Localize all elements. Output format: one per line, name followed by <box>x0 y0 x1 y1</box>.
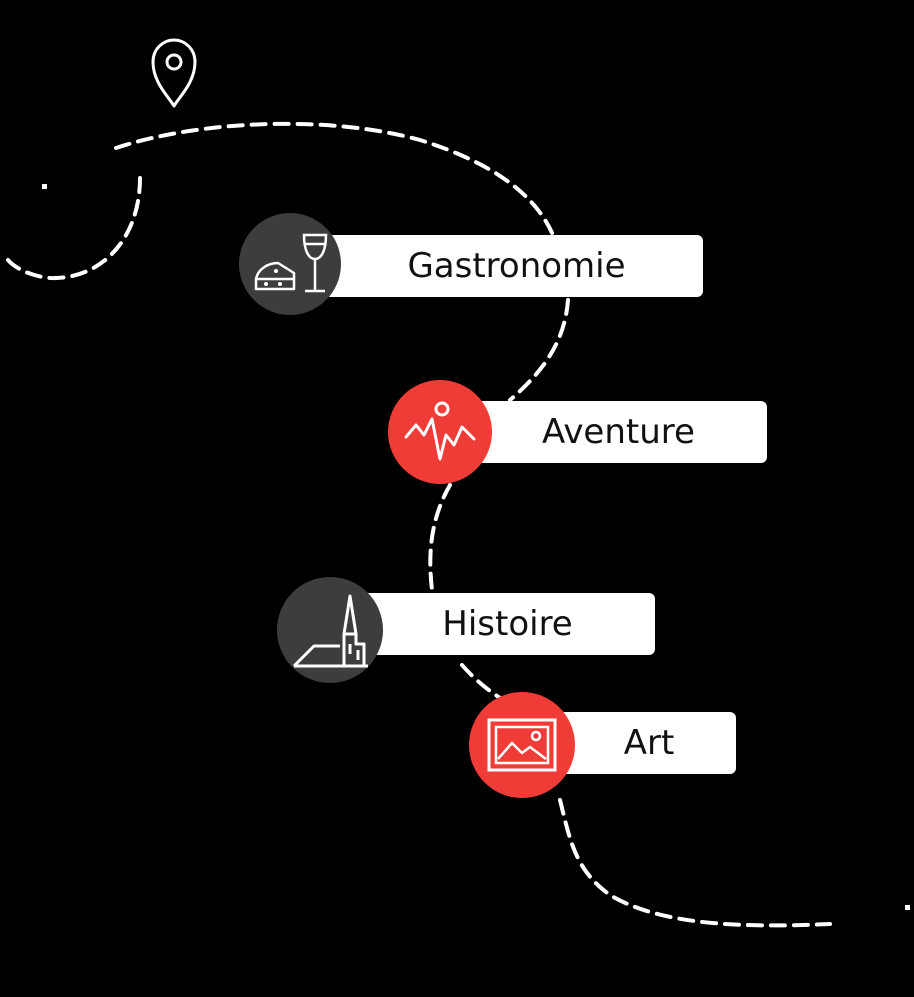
cheese-wine-icon <box>254 233 328 293</box>
category-label-text: Art <box>623 723 675 763</box>
category-button-aventure[interactable] <box>388 380 492 484</box>
dashed-route-path <box>114 121 557 242</box>
category-label-text: Histoire <box>442 604 573 644</box>
category-button-art[interactable] <box>469 692 575 798</box>
category-label-aventure[interactable]: Aventure <box>440 401 767 463</box>
dashed-route-path <box>6 176 142 281</box>
path-dot <box>905 905 910 910</box>
map-pin-icon <box>151 38 197 108</box>
category-label-text: Aventure <box>542 412 695 452</box>
dashed-route-path <box>508 298 570 402</box>
category-button-gastronomie[interactable] <box>239 213 341 315</box>
category-button-histoire[interactable] <box>277 577 383 683</box>
mountains-icon <box>404 401 476 461</box>
category-label-text: Gastronomie <box>407 246 626 286</box>
dashed-route-path <box>428 483 452 592</box>
category-label-histoire[interactable]: Histoire <box>330 593 655 655</box>
path-dot <box>42 184 47 189</box>
category-label-gastronomie[interactable]: Gastronomie <box>290 235 703 297</box>
church-icon <box>292 594 368 668</box>
dashed-route-path <box>558 798 832 928</box>
picture-frame-icon <box>487 718 557 772</box>
dashed-route-path <box>460 663 502 700</box>
